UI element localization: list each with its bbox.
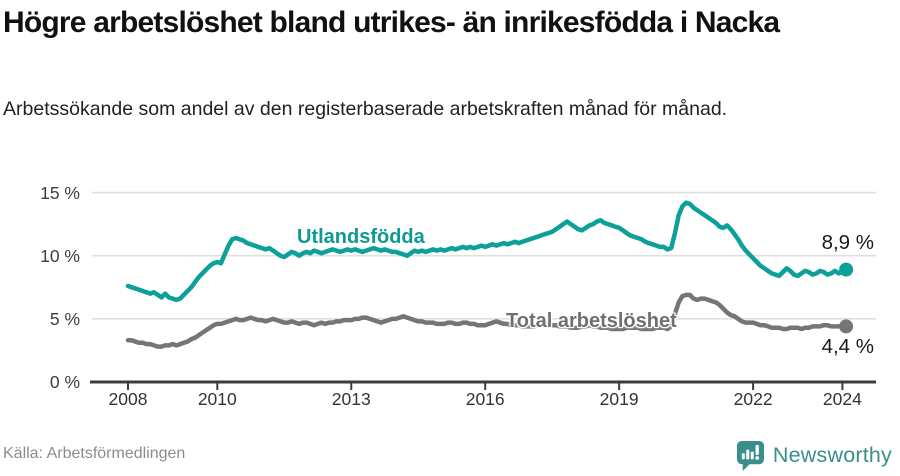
page-title: Högre arbetslöshet bland utrikes- än inr… — [3, 6, 780, 39]
x-axis-tick-label: 2016 — [465, 389, 505, 409]
page-subtitle: Arbetssökande som andel av den registerb… — [3, 98, 728, 120]
x-axis-tick-label: 2024 — [822, 389, 862, 409]
x-axis-tick-label: 2010 — [197, 389, 237, 409]
series-line-1 — [125, 292, 849, 349]
y-axis-tick-label: 5 % — [49, 308, 80, 329]
series-end-dot-1 — [839, 319, 854, 334]
x-axis-tick-label: 2013 — [331, 389, 371, 409]
source-attribution: Källa: Arbetsförmedlingen — [3, 445, 186, 462]
newsworthy-wordmark: Newsworthy — [772, 442, 892, 467]
series-label-utlandsfodda: Utlandsfödda — [297, 226, 425, 248]
newsworthy-logo: Newsworthy — [735, 439, 892, 471]
series-label-total-arbetsloshet: Total arbetslöshet — [506, 310, 677, 332]
series-end-dot-0 — [839, 262, 854, 277]
end-value-label-utlandsfodda: 8,9 % — [821, 231, 874, 254]
newsworthy-speech-bubble-chart-icon — [735, 439, 766, 471]
x-axis-tick-label: 2022 — [733, 389, 773, 409]
x-axis-tick-label: 2008 — [108, 389, 148, 409]
y-axis-tick-label: 0 % — [49, 372, 80, 392]
y-axis-tick-label: 10 % — [40, 245, 80, 266]
x-axis-tick-label: 2019 — [599, 389, 639, 409]
series-line-0 — [125, 200, 849, 303]
y-axis-tick-label: 15 % — [40, 182, 80, 203]
end-value-label-total: 4,4 % — [821, 335, 874, 358]
